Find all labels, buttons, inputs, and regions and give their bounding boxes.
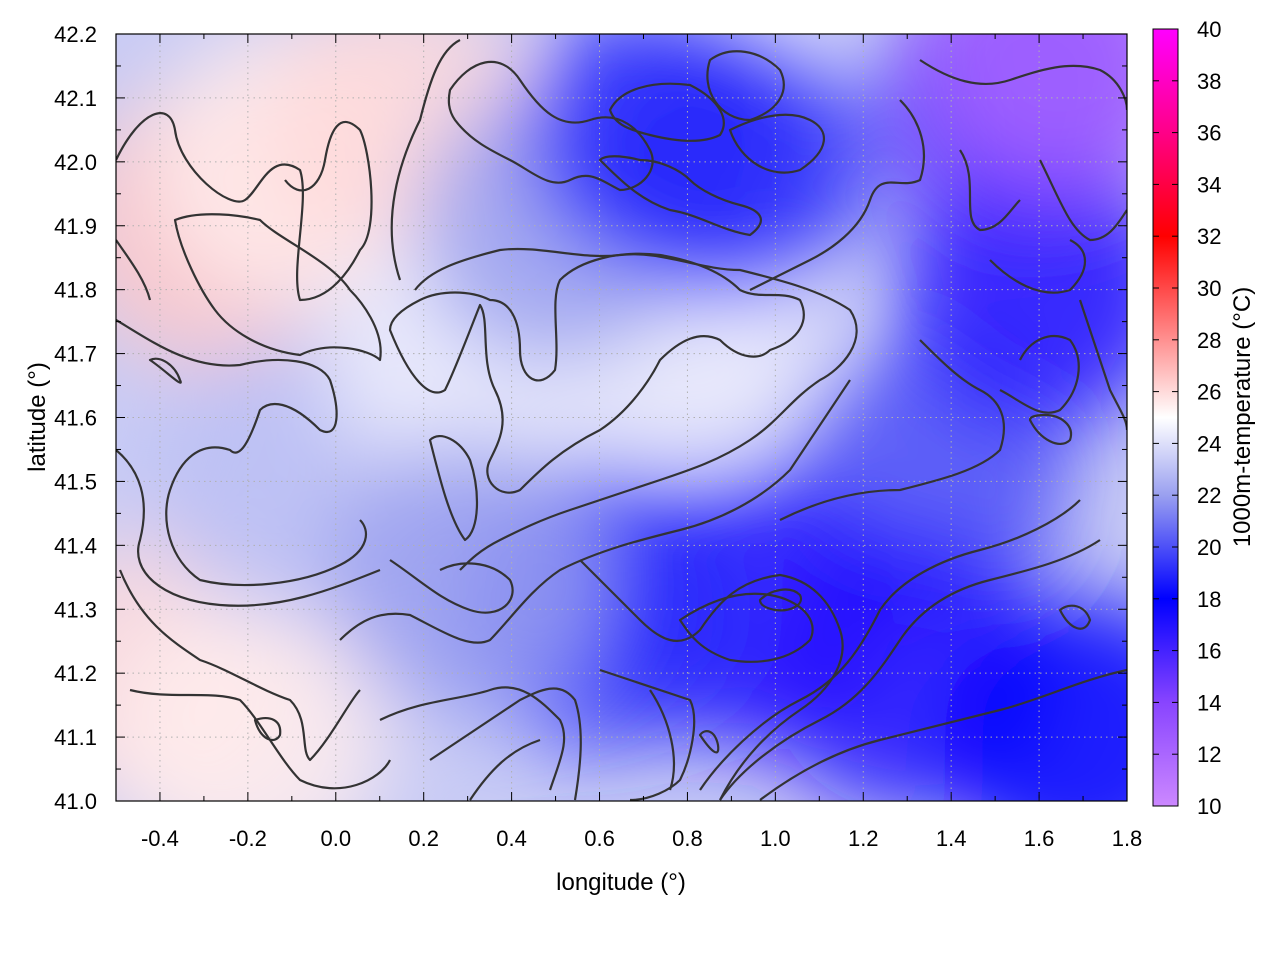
colorbar-ticks: 10 12 14 16 18 20 22 24 26 28 30 32 34 36 38 40: [1153, 17, 1221, 819]
contour-line: [579, 559, 844, 801]
heatmap-region: [591, 34, 872, 302]
contour-line: [678, 592, 814, 663]
contour-line: [959, 149, 1021, 232]
colorbar-tick-label: 20: [1197, 535, 1221, 560]
x-tick-label: 0.0: [320, 826, 351, 851]
colorbar: 10 12 14 16 18 20 22 24 26 28 30 32 34 36 38 40 1000m-t…: [1152, 17, 1256, 819]
colorbar-tick-label: 22: [1197, 483, 1221, 508]
colorbar-tick-label: 10: [1197, 794, 1221, 819]
colorbar-tick-label: 24: [1197, 431, 1221, 456]
contour-line: [429, 687, 582, 801]
colorbar-tick-label: 36: [1197, 121, 1221, 146]
contour-line: [759, 668, 1127, 801]
colorbar-tick-label: 12: [1197, 742, 1221, 767]
contour-line: [339, 379, 851, 644]
contour-line: [719, 539, 1101, 801]
contour-line: [919, 59, 1127, 111]
y-tick-label: 42.1: [54, 86, 97, 111]
y-tick-label: 41.0: [54, 789, 97, 814]
x-tick-label: 0.6: [584, 826, 615, 851]
contour-line: [649, 689, 676, 791]
x-tick-label: 1.2: [848, 826, 879, 851]
x-tick-label: 0.2: [408, 826, 439, 851]
grid-lines: [116, 34, 1127, 801]
contour-line: [116, 239, 152, 301]
contour-line: [706, 50, 785, 122]
contour-line: [173, 213, 382, 362]
colorbar-label: 1000m-temperature (°C): [1229, 287, 1256, 547]
contour-line: [390, 39, 461, 281]
y-tick-label: 41.2: [54, 661, 97, 686]
x-tick-label: 1.6: [1024, 826, 1055, 851]
contour-line: [999, 335, 1080, 414]
contour-line: [447, 60, 654, 192]
heatmap-region: [327, 437, 608, 718]
y-tick-label: 41.8: [54, 278, 97, 303]
x-tick-label: 0.8: [672, 826, 703, 851]
contour-line: [598, 155, 762, 237]
contour-line: [116, 449, 381, 607]
contour-lines: [116, 39, 1127, 801]
y-axis-label: latitude (°): [24, 362, 51, 472]
contour-line: [388, 252, 805, 494]
contour-line: [699, 499, 1081, 791]
contour-line: [469, 738, 541, 801]
contour-line: [599, 668, 696, 801]
colorbar-gradient: [1152, 28, 1179, 807]
heatmap-area: [116, 34, 1127, 801]
colorbar-tick-label: 14: [1197, 690, 1221, 715]
x-tick-label: 0.4: [496, 826, 527, 851]
x-axis-label: longitude (°): [556, 869, 686, 896]
contour-line: [608, 82, 725, 142]
y-tick-label: 41.9: [54, 214, 97, 239]
y-axis: 41.0 41.1 41.2 41.3 41.4 41.5 41.6 41.7 41.8 41.9…: [54, 22, 1127, 814]
contour-line: [1058, 604, 1092, 630]
y-tick-label: 42.2: [54, 22, 97, 47]
contour-line: [728, 113, 826, 174]
contour-line: [379, 686, 566, 791]
x-tick-label: 1.0: [760, 826, 791, 851]
contour-line: [118, 569, 361, 762]
colorbar-tick-label: 16: [1197, 639, 1221, 664]
contour-line: [116, 319, 368, 587]
x-tick-label: -0.2: [229, 826, 267, 851]
y-tick-label: 41.1: [54, 725, 97, 750]
y-tick-label: 41.6: [54, 406, 97, 431]
contour-line: [758, 588, 803, 612]
colorbar-tick-label: 38: [1197, 69, 1221, 94]
contour-line: [253, 717, 282, 742]
contour-line: [1078, 299, 1127, 431]
colorbar-tick-label: 28: [1197, 328, 1221, 353]
contour-line: [1028, 413, 1073, 446]
x-tick-label: 1.8: [1112, 826, 1143, 851]
colorbar-tick-label: 26: [1197, 380, 1221, 405]
y-tick-label: 41.3: [54, 597, 97, 622]
contour-line: [414, 247, 858, 571]
x-tick-label: -0.4: [141, 826, 179, 851]
y-tick-label: 41.5: [54, 469, 97, 494]
contour-line: [148, 357, 182, 384]
x-axis: -0.4 -0.2 0.0 0.2 0.4 0.6 0.8 1.0 1.2 1.4 1.6 1.8: [141, 34, 1142, 851]
contour-line: [116, 112, 373, 302]
contour-line: [1039, 159, 1127, 242]
heatmap-region: [921, 34, 1127, 194]
colorbar-tick-label: 32: [1197, 224, 1221, 249]
y-tick-label: 42.0: [54, 150, 97, 175]
contour-line: [779, 339, 1005, 521]
contour-line: [389, 559, 514, 614]
x-tick-label: 1.4: [936, 826, 967, 851]
colorbar-tick-label: 34: [1197, 172, 1221, 197]
y-tick-label: 41.7: [54, 342, 97, 367]
y-tick-label: 41.4: [54, 533, 97, 558]
contour-line: [989, 239, 1086, 294]
colorbar-tick-label: 18: [1197, 587, 1221, 612]
contour-line: [428, 434, 478, 542]
colorbar-tick-label: 40: [1197, 17, 1221, 42]
contour-line: [698, 730, 720, 754]
colorbar-tick-label: 30: [1197, 276, 1221, 301]
contour-line: [749, 99, 925, 291]
